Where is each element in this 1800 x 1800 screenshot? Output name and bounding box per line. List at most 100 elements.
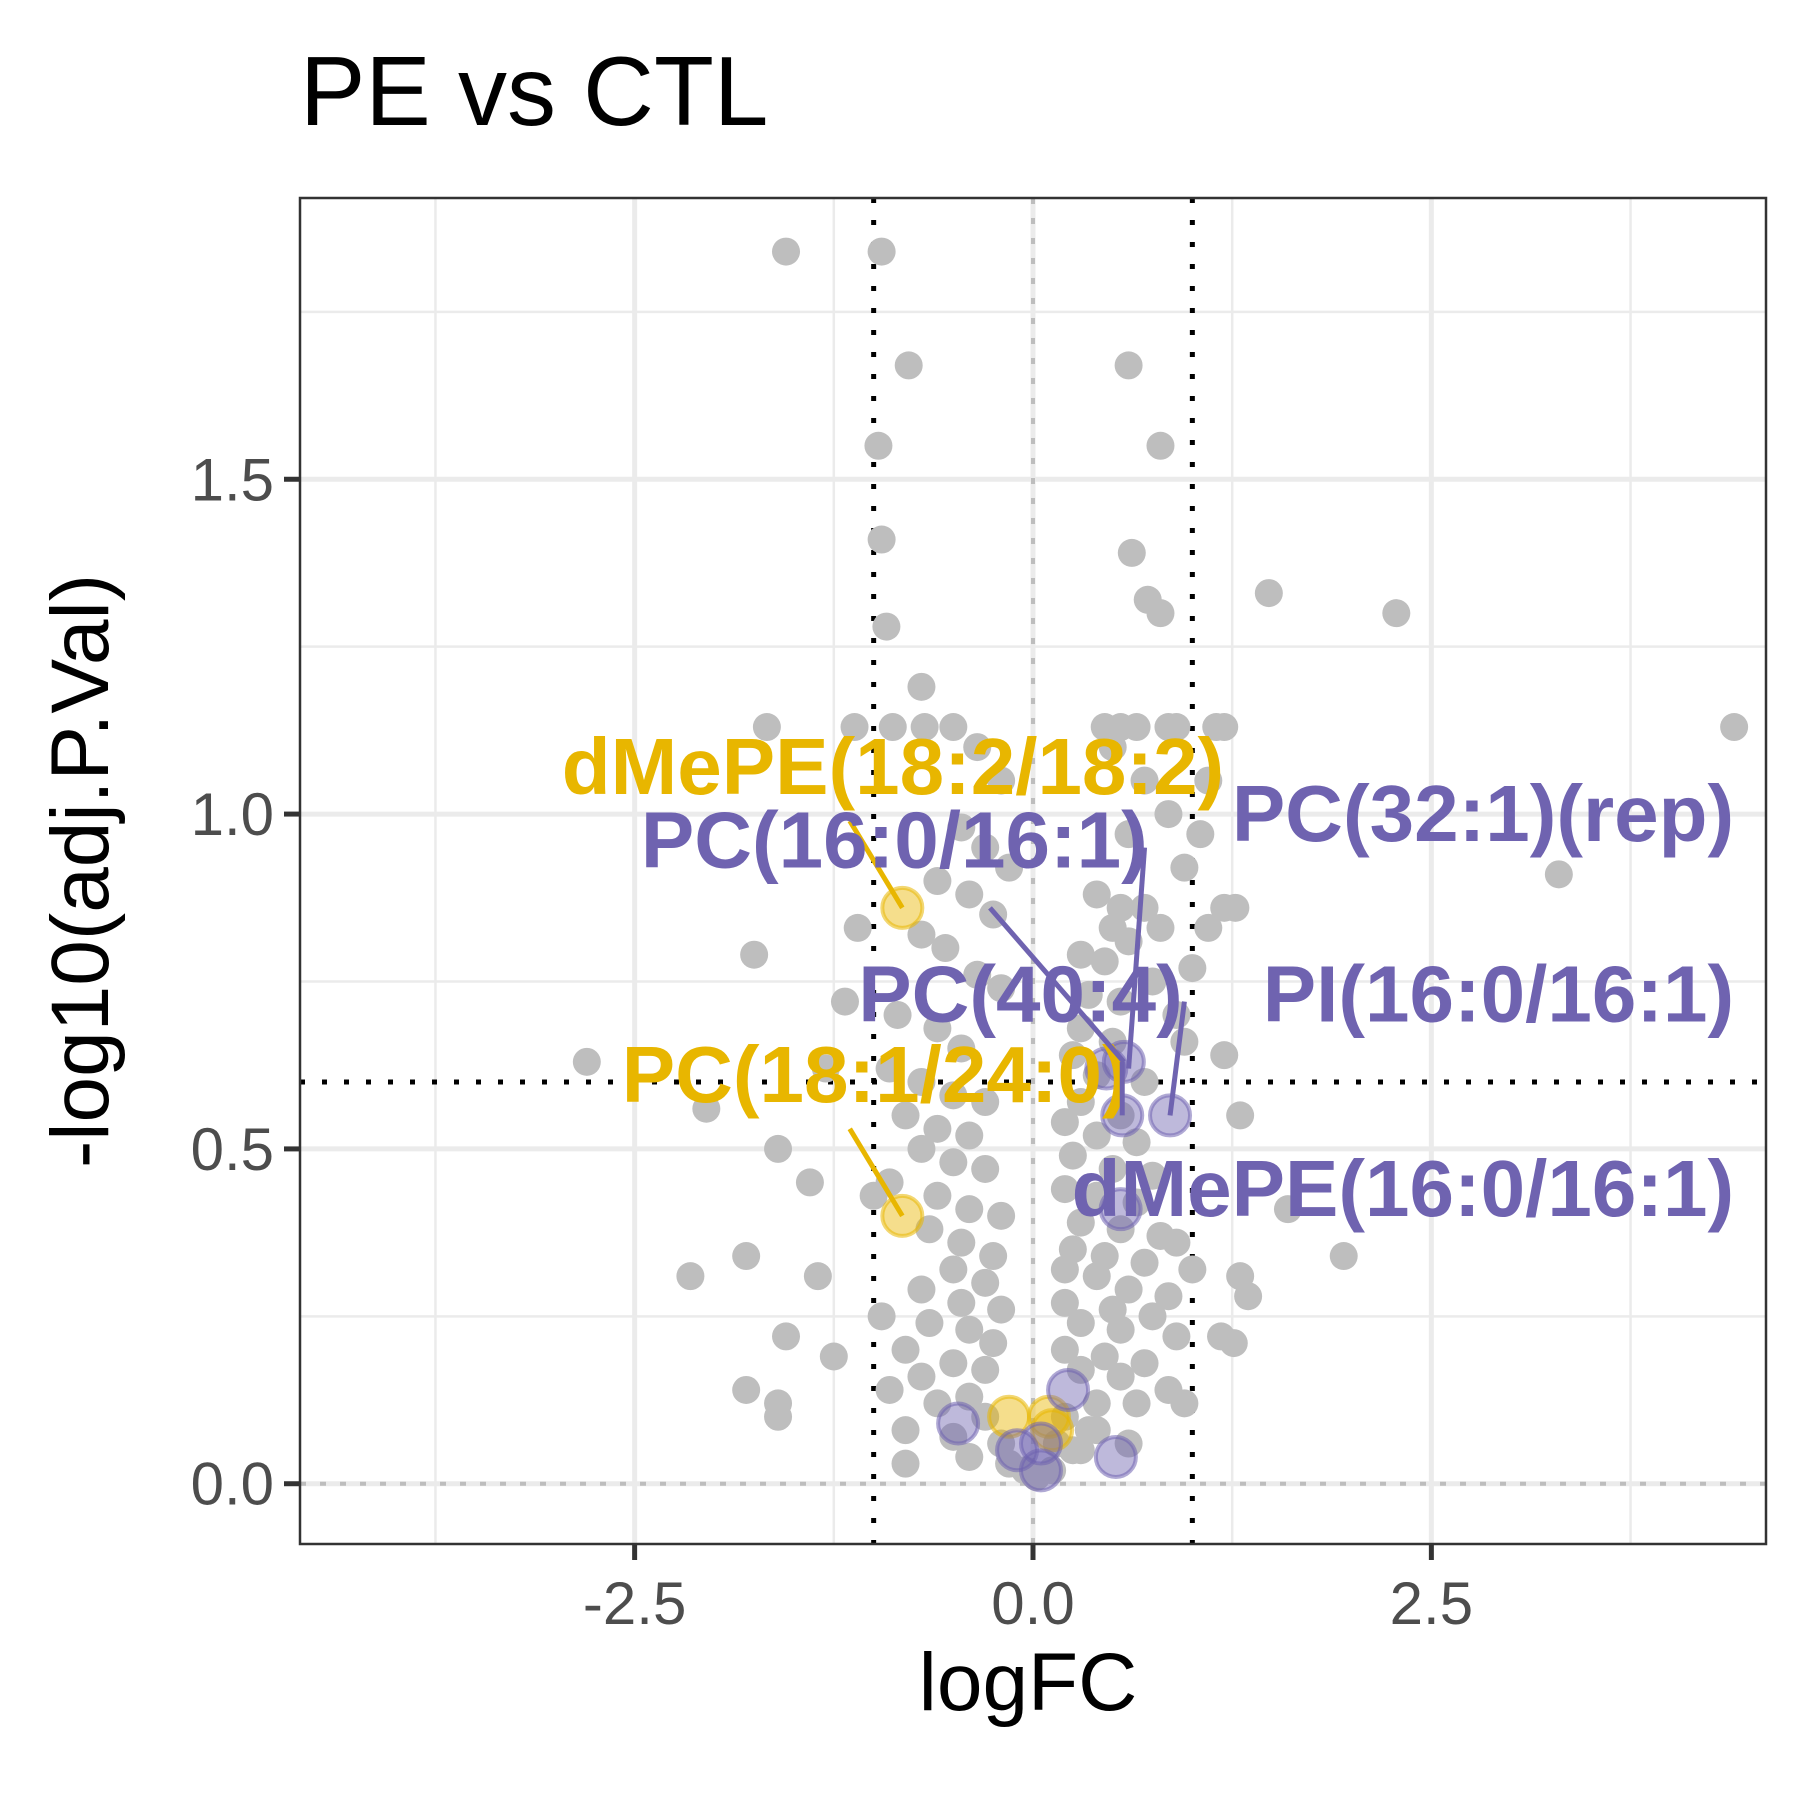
data-point xyxy=(1720,713,1749,742)
data-point xyxy=(987,1201,1016,1230)
highlighted-point xyxy=(936,1401,981,1446)
data-point xyxy=(1130,1248,1159,1277)
data-point xyxy=(795,1168,824,1197)
data-point xyxy=(1226,1101,1255,1130)
data-point xyxy=(947,1288,976,1317)
data-point xyxy=(1194,766,1223,795)
data-point xyxy=(987,974,1016,1003)
data-point xyxy=(1098,1154,1127,1183)
y-axis-ticks: 0.0 0.5 1.0 1.5 xyxy=(191,446,300,1518)
data-point xyxy=(1138,1302,1167,1331)
data-point xyxy=(875,1375,904,1404)
data-point xyxy=(1050,1255,1079,1284)
data-point xyxy=(1050,1175,1079,1204)
label-leader-line xyxy=(1126,847,1148,1069)
data-point xyxy=(1117,538,1146,567)
data-point xyxy=(1178,1255,1207,1284)
data-point xyxy=(971,1268,1000,1297)
data-point xyxy=(676,1262,705,1291)
data-point xyxy=(1082,1416,1111,1445)
background-points xyxy=(572,237,1749,1492)
highlighted-point xyxy=(1046,1367,1091,1412)
data-point xyxy=(891,1449,920,1478)
highlighted-point xyxy=(1018,1421,1063,1466)
data-point xyxy=(872,612,901,641)
data-point xyxy=(923,1181,952,1210)
data-point xyxy=(1122,713,1151,742)
data-point xyxy=(1066,1436,1095,1465)
data-point xyxy=(939,1081,968,1110)
data-point xyxy=(1162,1228,1191,1257)
point-label: dMePE(16:0/16:1) xyxy=(1072,1144,1734,1233)
point-label: PI(16:0/16:1) xyxy=(1263,950,1734,1039)
data-point xyxy=(923,867,952,896)
data-point xyxy=(939,713,968,742)
data-point xyxy=(1050,1335,1079,1364)
point-label: PC(16:0/16:1) xyxy=(641,796,1148,885)
data-point xyxy=(1066,1355,1095,1384)
data-point xyxy=(1106,1315,1135,1344)
data-point xyxy=(1544,860,1573,889)
data-point xyxy=(1066,1309,1095,1338)
data-point xyxy=(1122,1389,1151,1418)
reference-lines xyxy=(300,198,1766,1544)
data-point xyxy=(572,1047,601,1076)
data-point xyxy=(1106,1362,1135,1391)
data-point xyxy=(764,1134,793,1163)
data-point xyxy=(1066,1088,1095,1117)
data-point xyxy=(955,880,984,909)
data-point xyxy=(819,1342,848,1371)
data-point xyxy=(1210,1041,1239,1070)
data-point xyxy=(971,833,1000,862)
data-point xyxy=(979,1329,1008,1358)
data-point xyxy=(1219,1329,1248,1358)
y-tick-label: 0.5 xyxy=(191,1116,274,1183)
data-point xyxy=(907,672,936,701)
data-point xyxy=(803,1262,832,1291)
highlighted-point xyxy=(1084,1046,1129,1091)
data-point xyxy=(867,1302,896,1331)
data-point xyxy=(1170,853,1199,882)
data-point xyxy=(891,1335,920,1364)
data-point xyxy=(840,713,869,742)
data-point xyxy=(1210,713,1239,742)
data-point xyxy=(1146,599,1175,628)
data-point xyxy=(907,1275,936,1304)
data-point xyxy=(995,853,1024,882)
data-point xyxy=(1254,579,1283,608)
data-point xyxy=(891,1101,920,1130)
point-labels: dMePE(18:2/18:2) PC(18:1/24:0) PC(16:0/16:… xyxy=(562,722,1734,1233)
data-point xyxy=(864,431,893,460)
data-point xyxy=(875,1054,904,1083)
data-point xyxy=(752,713,781,742)
data-point xyxy=(907,1362,936,1391)
data-point xyxy=(883,1000,912,1029)
data-point xyxy=(971,1355,1000,1384)
data-point xyxy=(1098,733,1127,762)
data-point xyxy=(732,1375,761,1404)
data-point xyxy=(867,237,896,266)
data-point xyxy=(1106,987,1135,1016)
data-point xyxy=(1273,1195,1302,1224)
data-point xyxy=(1050,1108,1079,1137)
data-point xyxy=(907,1134,936,1163)
data-point xyxy=(1090,947,1119,976)
data-point xyxy=(1122,1188,1151,1217)
data-point xyxy=(963,733,992,762)
data-point xyxy=(1066,1208,1095,1237)
highlighted-point xyxy=(1093,1434,1138,1479)
data-point xyxy=(910,713,939,742)
chart-title: PE vs CTL xyxy=(300,36,768,146)
data-point xyxy=(878,713,907,742)
data-point xyxy=(1154,1282,1183,1311)
data-point xyxy=(1162,713,1191,742)
data-point xyxy=(891,1416,920,1445)
data-point xyxy=(1146,431,1175,460)
data-point xyxy=(1074,980,1103,1009)
point-label: PC(40:4) xyxy=(858,950,1183,1039)
data-point xyxy=(1082,880,1111,909)
data-point xyxy=(1186,820,1215,849)
data-point xyxy=(1130,1349,1159,1378)
label-leader-line xyxy=(847,819,905,910)
data-point xyxy=(947,1034,976,1063)
